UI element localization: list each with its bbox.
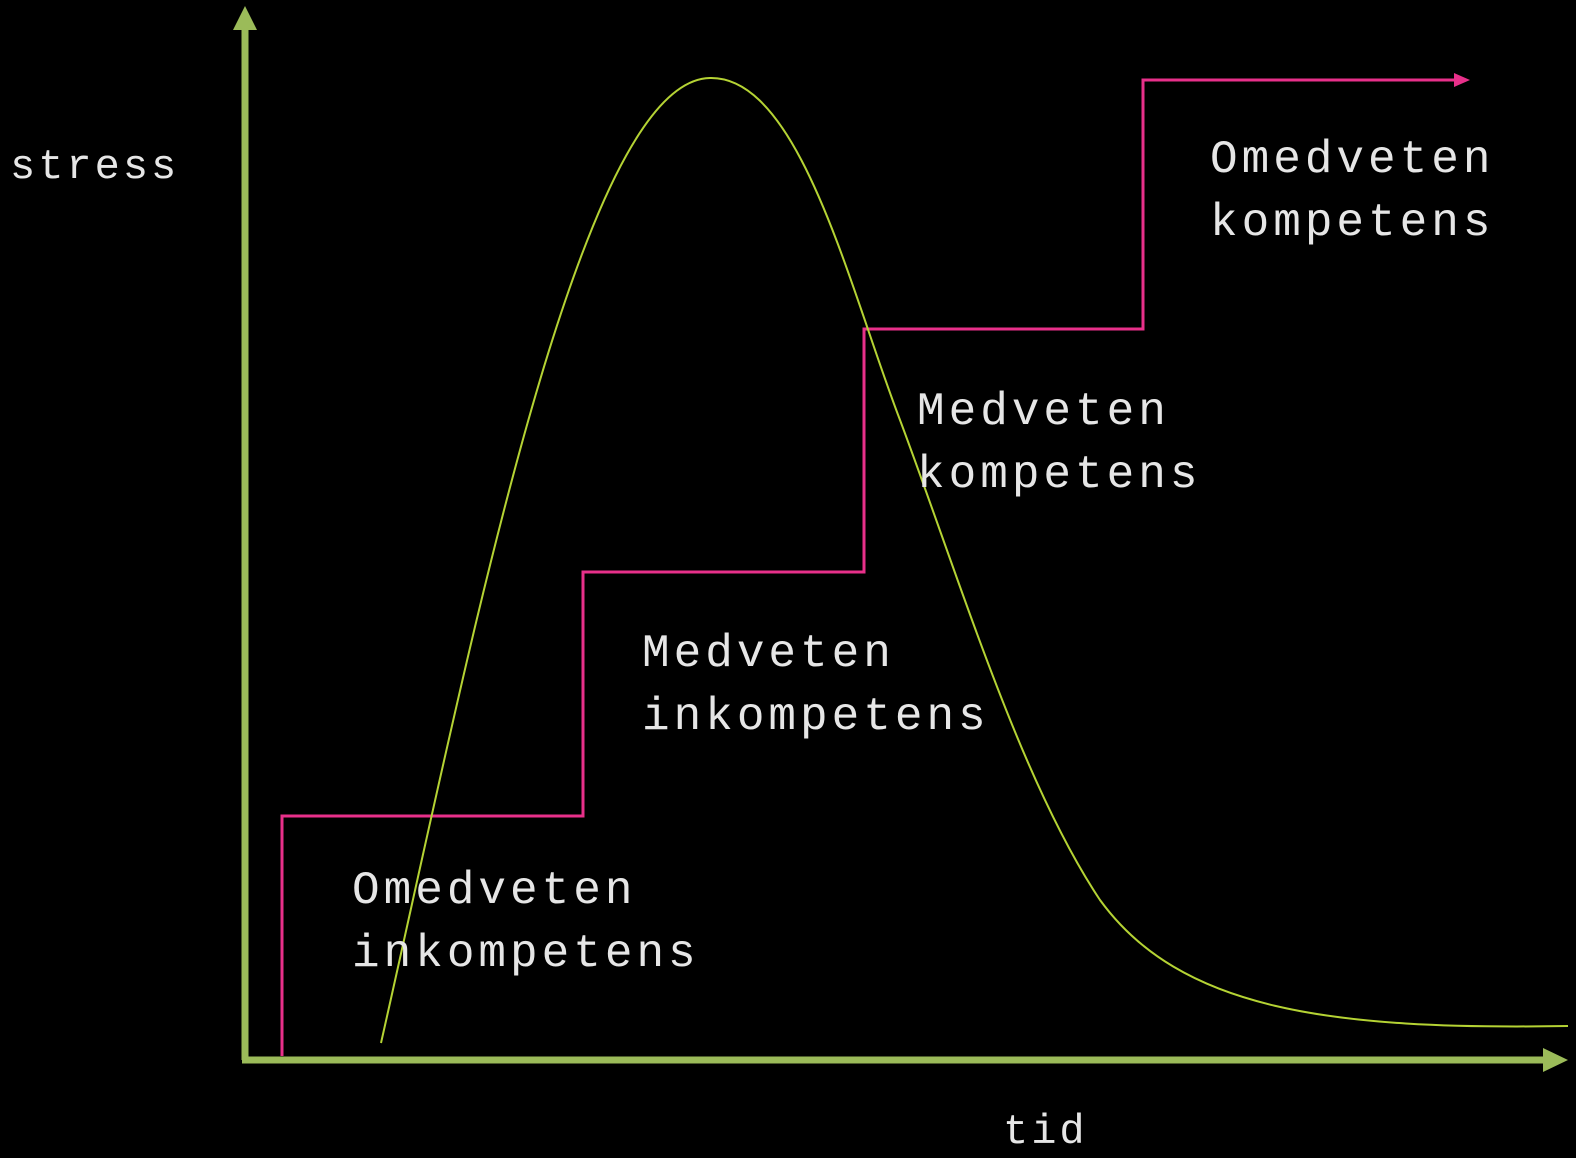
stage-label: Medveten kompetens [917, 386, 1201, 501]
stage-label: Medveten inkompetens [642, 628, 990, 743]
stage-line: inkompetens [352, 928, 700, 980]
stage-line: inkompetens [642, 691, 990, 743]
stage-line: Medveten [917, 386, 1170, 438]
y-axis-label: stress [10, 143, 179, 191]
stage-line: Medveten [642, 628, 895, 680]
y-axis-arrow [233, 6, 257, 30]
x-axis-label: tid [1003, 1108, 1088, 1156]
stage-label: Omedveten kompetens [1210, 134, 1526, 249]
stage-line: Omedveten [352, 865, 636, 917]
stress-curve [380, 76, 1569, 1044]
x-axis-arrow [1543, 1048, 1568, 1072]
competence-staircase [280, 78, 1456, 1056]
stage-line: Omedveten [1210, 134, 1494, 186]
stage-line: kompetens [1210, 197, 1494, 249]
stage-line: kompetens [917, 449, 1201, 501]
stage-label: Omedveten inkompetens [352, 865, 700, 980]
staircase-arrow [1454, 73, 1470, 87]
